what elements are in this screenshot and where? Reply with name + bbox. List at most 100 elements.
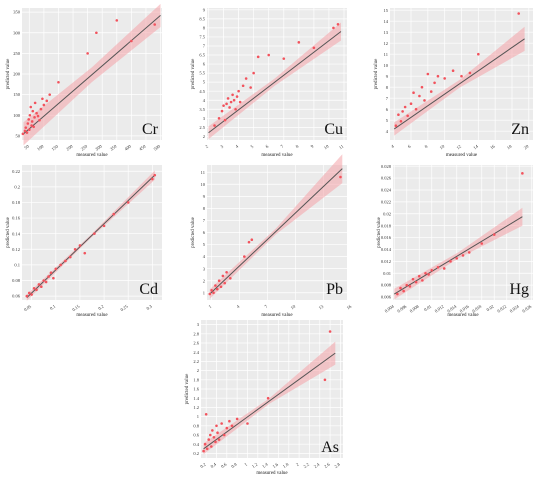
data-point [436, 74, 440, 78]
y-tick-label: 0.08 [12, 278, 21, 283]
data-point [399, 120, 403, 123]
x-tick-label: 14 [472, 143, 479, 150]
regression-line [208, 31, 342, 134]
data-point [297, 41, 301, 44]
data-point [409, 102, 413, 105]
x-tick-label: 8 [295, 143, 300, 149]
y-tick-label: 7 [386, 96, 389, 101]
y-tick-label: 3 [197, 322, 200, 327]
data-point [153, 173, 157, 177]
data-point [203, 442, 207, 446]
data-point [246, 422, 249, 425]
x-tick-label: 4 [234, 143, 239, 149]
y-axis-label: predicted value [191, 58, 196, 89]
data-point [468, 71, 472, 75]
data-point [232, 98, 236, 102]
y-tick-label: 0.012 [381, 259, 391, 264]
x-axis-label: measured value [256, 471, 288, 476]
x-tick-label: 16 [346, 303, 353, 310]
y-tick-label: 10 [201, 182, 206, 187]
data-point [38, 118, 41, 122]
data-point [210, 289, 213, 292]
data-point [211, 429, 214, 432]
x-tick-label: 13 [318, 303, 325, 310]
data-point [243, 255, 246, 258]
confidence-band [394, 207, 523, 300]
data-point [35, 111, 38, 115]
y-tick-label: 0.2 [193, 451, 199, 456]
data-point [443, 77, 446, 80]
x-tick-label: 6 [265, 143, 270, 149]
y-tick-label: 14 [384, 19, 389, 24]
data-point [420, 85, 424, 89]
x-tick-label: 12 [456, 144, 463, 151]
data-point [153, 23, 157, 26]
data-point [32, 125, 35, 129]
y-tick-label: 6 [203, 62, 206, 67]
y-axis-label: predicted value [377, 216, 382, 247]
y-tick-label: 0.022 [381, 199, 391, 204]
y-tick-label: 0.6 [193, 433, 199, 438]
x-tick-label: 150 [51, 143, 60, 151]
data-point [26, 122, 30, 125]
data-point [130, 39, 133, 43]
element-label: Cd [139, 281, 158, 298]
panel-cu: 2 3 4 5 6 7 8 9 10 11 2 2.5 3 3.5 4 4.5 5 5.5 6 6.5 7 7.5 8 8.5… [191, 7, 347, 158]
element-label: Hg [509, 281, 529, 298]
data-point [451, 69, 455, 72]
data-point [247, 240, 251, 244]
y-tick-label: 2 [203, 134, 205, 139]
x-tick-label: 0.4 [210, 461, 218, 469]
x-tick-label: 1.2 [251, 462, 258, 469]
data-point [312, 46, 316, 50]
x-tick-label: 500 [153, 143, 162, 151]
y-axis-label: predicted value [191, 216, 196, 247]
data-point [229, 100, 233, 104]
data-point [442, 267, 446, 270]
x-tick-label: 8 [424, 143, 429, 149]
y-tick-label: 3 [203, 266, 206, 271]
data-point [42, 279, 46, 282]
data-point [35, 288, 38, 292]
data-point [212, 436, 216, 439]
element-label: Pb [326, 281, 343, 298]
data-point [234, 107, 237, 111]
y-tick-label: 0.06 [12, 294, 21, 299]
data-point [212, 291, 215, 295]
data-point [282, 57, 286, 60]
data-point [403, 105, 407, 109]
x-tick-label: 250 [80, 143, 89, 151]
data-point [521, 172, 524, 175]
y-tick-label: 0.024 [381, 188, 392, 193]
data-point [42, 103, 46, 107]
data-point [205, 447, 209, 451]
y-tick-label: 5 [203, 242, 206, 247]
y-tick-label: 150 [13, 92, 21, 97]
panel-cr: 50 100 150 200 250 300 350 400 450 500 50 100 150 200… [6, 3, 162, 158]
y-tick-label: 2 [197, 368, 199, 373]
x-tick-label: 0.8 [230, 461, 238, 469]
data-point [213, 124, 216, 127]
data-point [52, 276, 55, 280]
y-tick-label: 0.4 [193, 442, 199, 447]
regression-line [393, 38, 525, 130]
y-tick-label: 0.016 [381, 235, 392, 240]
data-point [151, 177, 154, 181]
x-axis-label: measured value [446, 153, 478, 158]
y-tick-label: 9 [203, 194, 206, 199]
data-point [433, 81, 436, 85]
y-tick-label: 0.014 [381, 247, 392, 252]
y-tick-label: 0.12 [12, 247, 20, 252]
data-point [29, 105, 33, 109]
x-tick-label: 7 [264, 303, 269, 309]
data-point [207, 438, 211, 441]
data-point [237, 89, 240, 93]
data-point [204, 413, 208, 416]
y-tick-label: 9 [203, 7, 206, 12]
element-label: Zn [511, 121, 529, 138]
x-tick-label: 0.024 [509, 303, 521, 313]
data-point [23, 129, 27, 133]
x-tick-label: 0.3 [145, 303, 153, 311]
data-point [64, 259, 67, 263]
data-point [226, 97, 230, 100]
